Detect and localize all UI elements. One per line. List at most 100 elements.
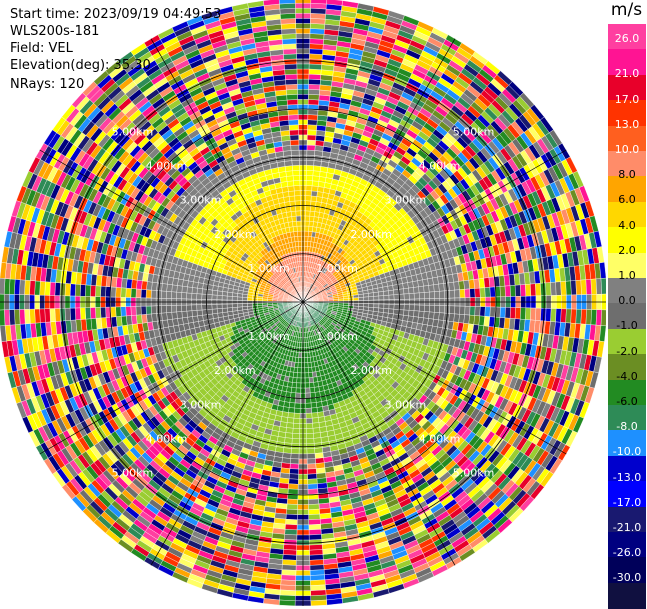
velocity-cell: [595, 278, 602, 295]
velocity-cell: [284, 432, 293, 439]
velocity-cell: [307, 478, 318, 485]
velocity-cell: [297, 367, 302, 374]
velocity-cell: [378, 303, 385, 309]
velocity-cell: [295, 387, 301, 394]
velocity-cell: [545, 308, 552, 322]
velocity-cell: [288, 473, 299, 480]
velocity-cell: [307, 362, 312, 368]
velocity-cell: [433, 312, 440, 321]
velocity-cell: [309, 382, 315, 389]
velocity-cell: [550, 308, 557, 323]
velocity-cell: [281, 569, 297, 576]
velocity-cell: [290, 453, 300, 460]
velocity-cell: [309, 48, 324, 55]
velocity-cell: [309, 569, 325, 576]
velocity-cell: [408, 310, 415, 317]
velocity-cell: [284, 437, 293, 444]
velocity-cell: [540, 282, 547, 296]
velocity-cell: [504, 307, 511, 319]
velocity-cell: [393, 294, 400, 300]
velocity-cell: [307, 468, 317, 475]
velocity-cell: [570, 280, 577, 296]
velocity-cell: [428, 311, 435, 320]
velocity-cell: [305, 418, 313, 424]
velocity-cell: [283, 544, 297, 551]
velocity-cell: [312, 427, 321, 434]
velocity-cell: [308, 84, 321, 91]
velocity-cell: [525, 283, 532, 297]
velocity-cell: [423, 311, 430, 319]
velocity-cell: [387, 285, 394, 291]
velocity-cell: [279, 594, 296, 601]
velocity-cell: [306, 448, 316, 455]
velocity-cell: [403, 293, 410, 300]
velocity-cell: [308, 534, 322, 541]
velocity-cell: [424, 291, 430, 299]
velocity-cell: [290, 458, 300, 465]
velocity-cell: [413, 310, 420, 318]
velocity-cell: [307, 473, 318, 480]
velocity-cell: [560, 281, 567, 296]
velocity-cell: [504, 285, 511, 297]
velocity-cell: [484, 287, 491, 298]
velocity-cell: [555, 308, 562, 323]
velocity-cell: [418, 285, 425, 294]
velocity-cell: [363, 296, 369, 301]
velocity-cell: [403, 287, 410, 295]
velocity-cell: [368, 303, 375, 308]
velocity-cell: [419, 304, 425, 312]
velocity-cell: [305, 402, 312, 409]
velocity-cell: [310, 23, 326, 30]
velocity-cell: [550, 281, 557, 296]
velocity-cell: [403, 309, 410, 317]
velocity-cell: [285, 513, 298, 520]
velocity-cell: [293, 418, 301, 424]
velocity-cell: [305, 195, 312, 202]
velocity-cell: [285, 427, 294, 434]
velocity-cell: [306, 175, 314, 181]
velocity-cell: [305, 407, 312, 414]
velocity-cell: [479, 306, 486, 317]
velocity-cell: [297, 362, 302, 368]
velocity-cell: [294, 407, 301, 414]
velocity-cell: [290, 392, 296, 399]
velocity-cell: [304, 236, 309, 242]
velocity-cell: [429, 291, 435, 299]
velocity-cell: [309, 38, 324, 45]
velocity-cell: [306, 423, 314, 429]
velocity-cell: [313, 437, 322, 444]
velocity-cell: [393, 309, 400, 315]
velocity-cell: [308, 498, 320, 505]
velocity-cell: [308, 513, 321, 520]
velocity-cell: [489, 286, 496, 298]
velocity-cell: [373, 291, 379, 297]
velocity-cell: [309, 210, 316, 217]
velocity-cell: [439, 305, 445, 314]
velocity-cell: [454, 289, 461, 299]
velocity-cell: [308, 529, 322, 536]
velocity-cell: [313, 160, 322, 167]
velocity-cell: [423, 285, 430, 293]
velocity-cell: [313, 165, 322, 172]
velocity-cell: [408, 287, 415, 294]
velocity-cell: [290, 448, 300, 455]
velocity-cell: [449, 305, 456, 315]
velocity-cell: [291, 382, 297, 389]
velocity-cell: [288, 407, 295, 414]
velocity-cell: [308, 73, 322, 80]
velocity-cell: [595, 309, 602, 326]
velocity-cell: [311, 180, 320, 187]
velocity-cell: [309, 58, 323, 65]
velocity-cell: [363, 293, 369, 298]
velocity-cell: [286, 508, 298, 515]
velocity-cell: [509, 307, 516, 319]
velocity-cell: [304, 225, 310, 232]
velocity-cell: [304, 220, 310, 227]
velocity-cell: [392, 284, 399, 291]
velocity-cell: [373, 303, 380, 309]
velocity-cell: [314, 150, 323, 157]
velocity-cell: [525, 307, 532, 321]
velocity-cell: [383, 290, 390, 296]
velocity-cell: [292, 428, 300, 434]
velocity-cell: [499, 285, 506, 297]
